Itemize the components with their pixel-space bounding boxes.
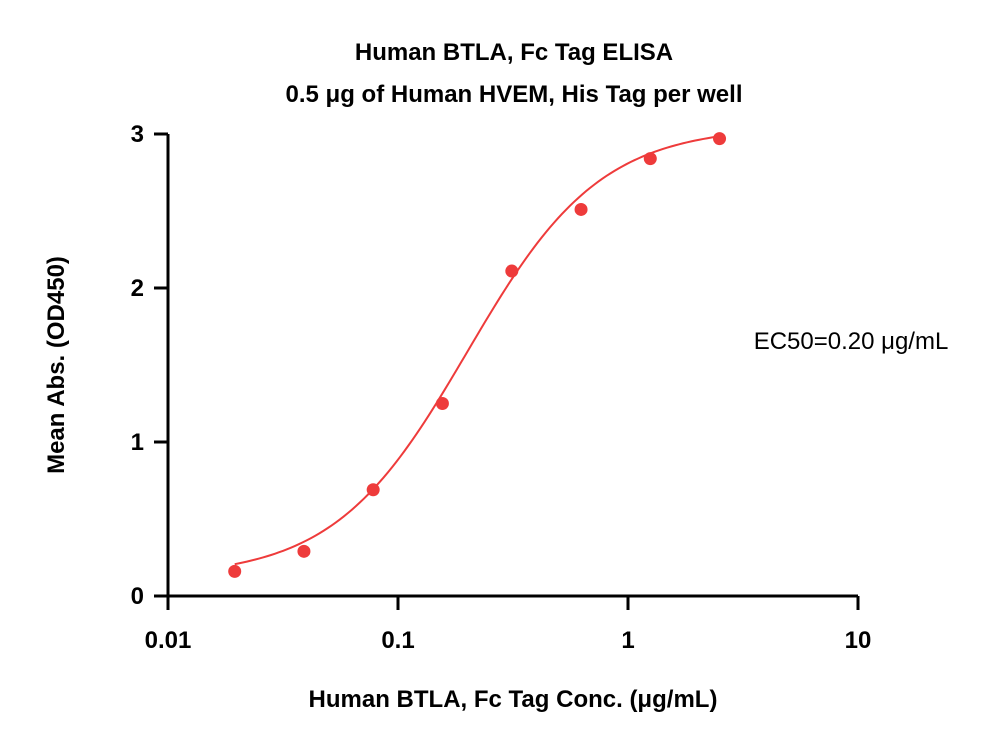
x-tick-label: 0.1	[381, 627, 414, 654]
x-axis-label: Human BTLA, Fc Tag Conc. (μg/mL)	[309, 686, 718, 713]
y-tick-label: 0	[131, 583, 144, 610]
data-point	[297, 544, 311, 558]
data-point	[574, 202, 588, 216]
data-point	[643, 152, 657, 166]
y-axis-label: Mean Abs. (OD450)	[43, 256, 70, 474]
y-tick-label: 2	[131, 275, 144, 302]
chart-subtitle: 0.5 μg of Human HVEM, His Tag per well	[286, 81, 743, 108]
fit-curve	[234, 135, 720, 566]
data-point	[366, 483, 380, 497]
chart-title: Human BTLA, Fc Tag ELISA	[355, 39, 673, 66]
x-ticks: 0.01 0.1 1 10	[145, 596, 872, 654]
data-point	[228, 564, 242, 578]
ec50-annotation: EC50=0.20 μg/mL	[754, 328, 949, 355]
data-points	[228, 132, 727, 578]
x-tick-label: 10	[845, 627, 872, 654]
y-ticks: 0 1 2 3	[131, 121, 168, 610]
x-axis: 0.01 0.1 1 10	[145, 594, 872, 654]
y-tick-label: 3	[131, 121, 144, 148]
x-tick-label: 0.01	[145, 627, 192, 654]
data-point	[435, 397, 449, 410]
data-point	[713, 132, 727, 146]
y-tick-label: 1	[131, 429, 144, 456]
y-axis: 0 1 2 3	[131, 121, 170, 610]
x-tick-label: 1	[621, 627, 634, 654]
data-point	[505, 264, 519, 278]
